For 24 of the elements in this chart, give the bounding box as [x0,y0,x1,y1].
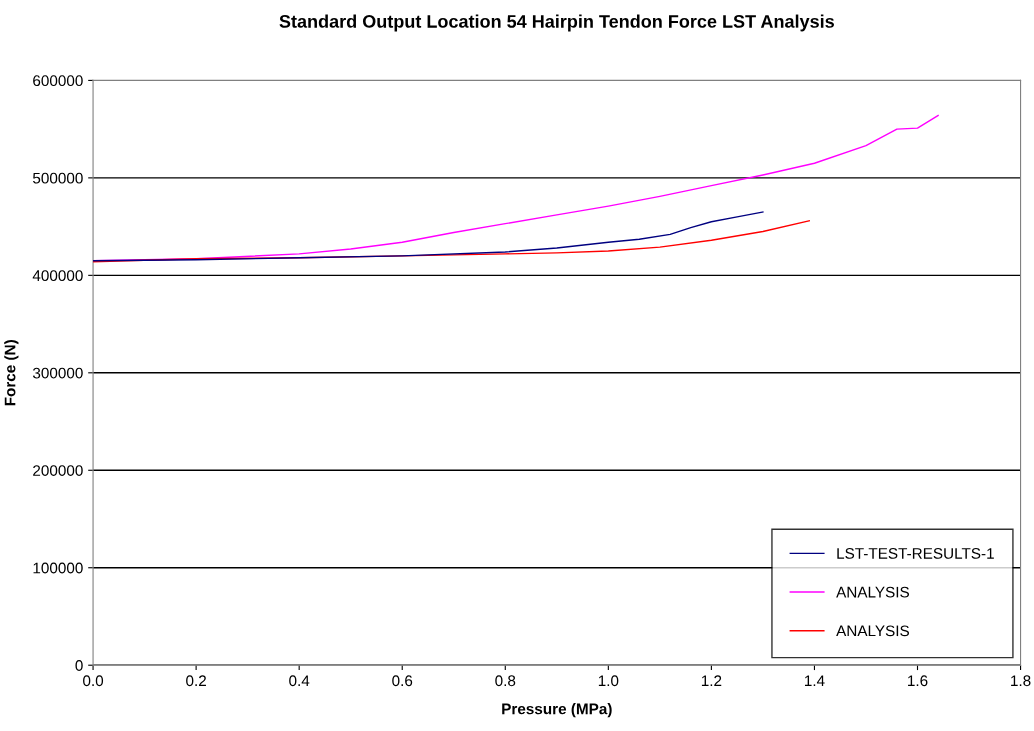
x-axis-title: Pressure (MPa) [502,703,612,718]
legend-label: ANALYSIS [836,586,909,598]
y-tick-label: 300000 [32,367,83,379]
x-tick-label: 1.4 [804,675,825,686]
x-tick-label: 0.6 [392,675,413,687]
legend-label: LST-TEST-RESULTS-1 [837,548,994,559]
x-tick-label: 1.0 [598,675,619,687]
y-axis-title: Force (N) [4,340,19,406]
y-tick-label: 600000 [33,75,83,87]
y-tick-label: 0 [75,660,83,671]
y-tick-label: 500000 [32,172,83,184]
y-tick-label: 200000 [33,465,83,476]
y-tick-label: 100000 [33,562,83,574]
x-tick-label: 1.6 [908,675,928,687]
x-tick-label: 0.0 [83,675,104,687]
x-tick-label: 0.2 [186,675,206,687]
x-tick-label: 1.2 [701,675,722,686]
chart-title: Standard Output Location 54 Hairpin Tendon Force LST Analysis [279,14,834,32]
x-tick-label: 0.8 [495,675,516,687]
x-tick-label: 0.4 [289,675,310,687]
legend-label: ANALYSIS [836,625,909,637]
y-tick-label: 400000 [32,270,83,282]
x-tick-label: 1.8 [1011,675,1031,687]
line-series [93,211,764,262]
